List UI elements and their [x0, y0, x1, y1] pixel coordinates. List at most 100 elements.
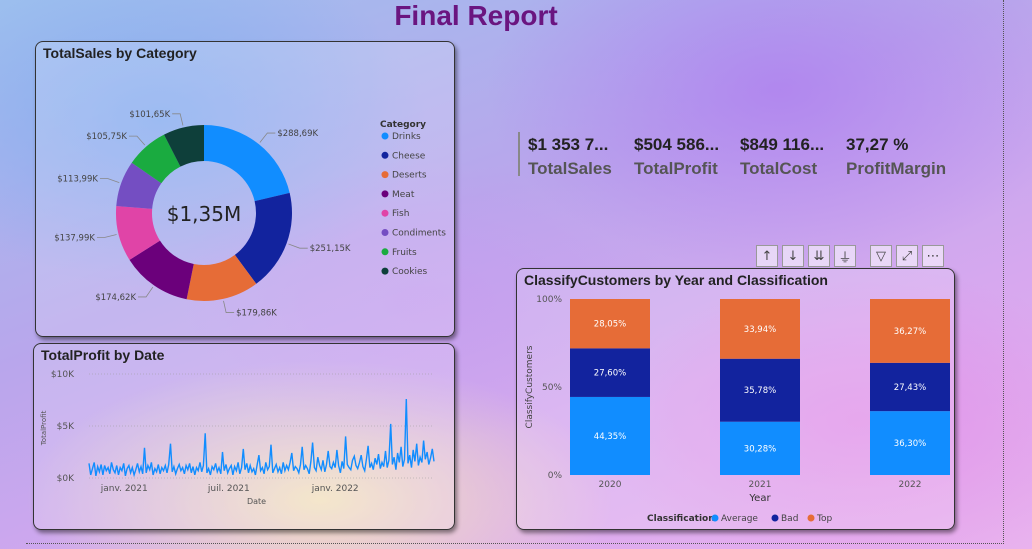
- expand-hierarchy-icon[interactable]: ⏚: [834, 245, 856, 267]
- kpi-total-cost[interactable]: $849 116... TotalCost: [740, 132, 846, 178]
- kpi-total-profit[interactable]: $504 586... TotalProfit: [634, 132, 740, 178]
- bar-segment-top[interactable]: [570, 299, 650, 349]
- donut-label-leader: [138, 286, 154, 298]
- donut-label-leader: [96, 234, 117, 238]
- donut-label-leader: [99, 178, 120, 184]
- donut-card[interactable]: TotalSales by Category $288,69K $251,15K $…: [35, 41, 455, 337]
- legend-marker: [381, 248, 389, 256]
- x-tick-label: 2021: [749, 480, 772, 490]
- filter-icon[interactable]: ▽: [870, 245, 892, 267]
- donut-center-label: $1,35M: [167, 202, 242, 226]
- legend-marker: [381, 151, 389, 159]
- legend-item[interactable]: Cheese: [392, 151, 426, 161]
- page-title: Final Report: [394, 0, 558, 31]
- bar-segment-top[interactable]: [870, 299, 950, 363]
- donut-slice-meat[interactable]: [129, 240, 194, 300]
- donut-slice-drinks[interactable]: [204, 125, 290, 202]
- donut-value-label: $251,15K: [310, 244, 351, 254]
- kpi-profit-margin[interactable]: 37,27 % ProfitMargin: [846, 132, 952, 178]
- y-tick-label: 100%: [536, 295, 562, 305]
- legend-marker: [381, 229, 389, 236]
- bar-segment-bad[interactable]: [570, 348, 650, 397]
- x-tick-label: janv. 2022: [311, 484, 359, 494]
- bar-segment-top[interactable]: [720, 299, 800, 359]
- donut-slice-deserts[interactable]: [186, 254, 257, 301]
- legend-item[interactable]: Meat: [392, 190, 415, 200]
- y-axis-title: TotalProfit: [40, 410, 48, 446]
- kpi-value: $849 116...: [740, 135, 825, 154]
- legend-marker: [711, 514, 719, 522]
- legend-item[interactable]: Bad: [781, 514, 798, 524]
- visual-toolbar: ↑ ↓ ⇊ ⏚ ▽ ⤢ ⋯: [756, 245, 944, 267]
- donut-chart[interactable]: $288,69K $251,15K $179,86K $174,62K $137,99K…: [36, 66, 454, 336]
- legend-marker: [381, 190, 389, 198]
- bar-data-label: 44,35%: [594, 432, 626, 442]
- bar-card[interactable]: ClassifyCustomers by Year and Classifica…: [516, 268, 955, 530]
- bar-segment-average[interactable]: [720, 421, 800, 475]
- y-tick-label: $5K: [57, 422, 75, 432]
- legend-item[interactable]: Cookies: [392, 267, 428, 277]
- bar-segment-average[interactable]: [870, 411, 950, 475]
- bar-segment-bad[interactable]: [870, 362, 950, 412]
- donut-legend-title: Category: [380, 120, 426, 130]
- donut-value-label: $101,65K: [129, 110, 170, 120]
- donut-value-label: $113,99K: [57, 175, 98, 185]
- legend-marker: [381, 132, 389, 140]
- line-title: TotalProfit by Date: [41, 347, 165, 363]
- donut-value-label: $105,75K: [86, 132, 127, 142]
- donut-value-label: $179,86K: [236, 309, 277, 319]
- x-axis-title: Date: [247, 497, 266, 506]
- bar-data-label: 30,28%: [744, 444, 776, 454]
- focus-mode-icon[interactable]: ⤢: [896, 245, 918, 267]
- donut-slice-condiments[interactable]: [116, 162, 162, 209]
- bar-title: ClassifyCustomers by Year and Classifica…: [524, 272, 828, 288]
- donut-value-label: $137,99K: [54, 233, 95, 243]
- x-tick-label: janv. 2021: [100, 484, 148, 494]
- legend-item[interactable]: Condiments: [392, 229, 446, 239]
- legend-marker: [807, 514, 815, 522]
- legend-item[interactable]: Average: [721, 514, 758, 524]
- line-chart[interactable]: $0K $5K $10K janv. 2021 juil. 2021 janv. 2022…: [34, 366, 454, 528]
- bar-data-label: 36,30%: [894, 439, 926, 449]
- bar-data-label: 27,60%: [594, 369, 626, 379]
- kpi-total-sales[interactable]: $1 353 7... TotalSales: [528, 132, 634, 178]
- donut-slice-cookies[interactable]: [164, 125, 204, 167]
- legend-marker: [381, 267, 389, 275]
- donut-value-label: $174,62K: [95, 293, 136, 303]
- arrow-down-icon[interactable]: ↓: [782, 245, 804, 267]
- bar-data-label: 27,43%: [894, 383, 926, 393]
- double-arrow-down-icon[interactable]: ⇊: [808, 245, 830, 267]
- legend-item[interactable]: Fish: [392, 209, 409, 219]
- donut-label-leader: [172, 113, 184, 126]
- line-card[interactable]: TotalProfit by Date $0K $5K $10K janv. 2021…: [33, 343, 455, 530]
- donut-value-label: $288,69K: [277, 129, 318, 139]
- donut-slice-cheese[interactable]: [234, 192, 292, 284]
- profit-series-line[interactable]: [88, 398, 435, 478]
- more-options-icon[interactable]: ⋯: [922, 245, 944, 267]
- kpi-row: $1 353 7... TotalSales $504 586... Total…: [518, 132, 952, 178]
- x-tick-label: 2022: [899, 480, 922, 490]
- bar-data-label: 28,05%: [594, 320, 626, 330]
- bar-segment-average[interactable]: [570, 396, 650, 475]
- x-tick-label: 2020: [599, 480, 622, 490]
- legend-item[interactable]: Top: [816, 514, 832, 524]
- donut-slice-fish[interactable]: [116, 206, 160, 260]
- donut-label-leader: [288, 243, 308, 249]
- legend-item[interactable]: Drinks: [392, 132, 421, 142]
- kpi-value: 37,27 %: [846, 135, 909, 154]
- legend-item[interactable]: Deserts: [392, 171, 427, 181]
- legend-marker: [381, 171, 389, 179]
- y-tick-label: 0%: [548, 471, 563, 481]
- donut-title: TotalSales by Category: [43, 45, 197, 61]
- donut-label-leader: [128, 135, 146, 146]
- kpi-label: TotalSales: [528, 159, 612, 178]
- legend-marker: [381, 209, 389, 217]
- legend-item[interactable]: Fruits: [392, 248, 417, 258]
- donut-slice-fruits[interactable]: [131, 134, 181, 184]
- donut-label-leader: [223, 300, 235, 313]
- bar-data-label: 33,94%: [744, 325, 776, 335]
- arrow-up-icon[interactable]: ↑: [756, 245, 778, 267]
- kpi-label: ProfitMargin: [846, 159, 947, 178]
- stacked-bar-chart[interactable]: Classification 0% 50% 100% ClassifyCustomer…: [517, 291, 954, 529]
- bar-segment-bad[interactable]: [720, 358, 800, 422]
